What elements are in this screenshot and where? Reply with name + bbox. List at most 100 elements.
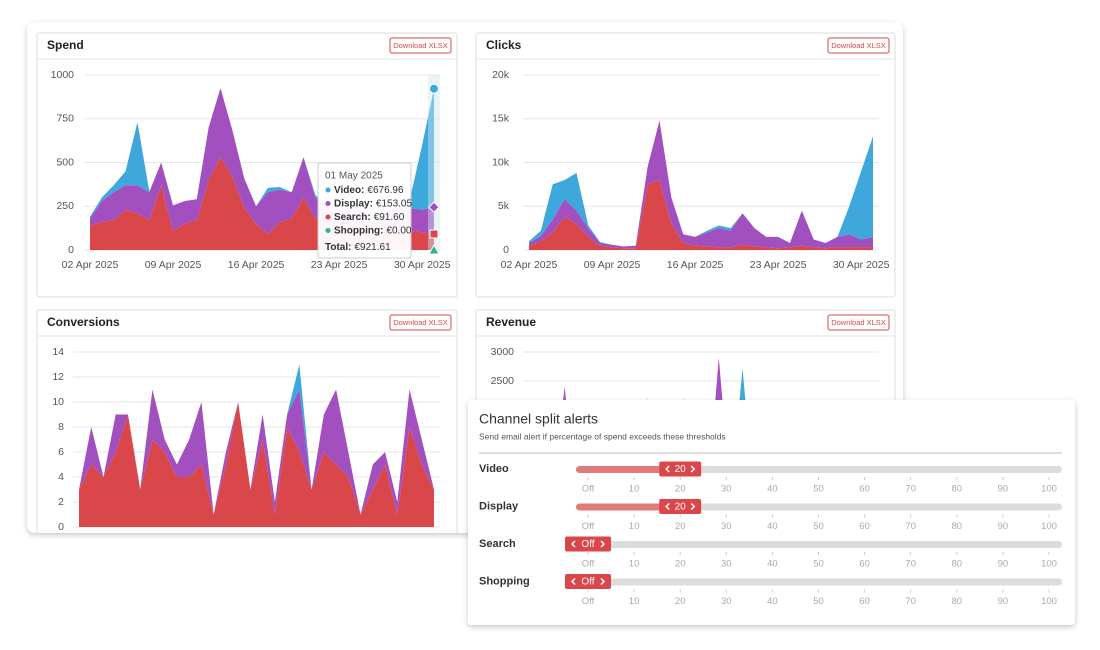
- area-series: [79, 389, 434, 515]
- tooltip-label: Video:: [334, 185, 364, 196]
- slider-scale-label: 100: [1041, 559, 1057, 570]
- slider-scale-label: 60: [859, 596, 870, 607]
- download-button-label[interactable]: Download XLSX: [831, 41, 886, 50]
- slider-knob[interactable]: [565, 574, 611, 589]
- slider-track[interactable]: [576, 541, 1062, 548]
- chevron-left: [570, 577, 576, 586]
- slider-knob[interactable]: [659, 461, 702, 477]
- y-tick-label: 15k: [492, 113, 510, 125]
- hover-band: [428, 75, 440, 250]
- legend-dot: [325, 228, 331, 233]
- chevron-right: [690, 465, 696, 473]
- slider-scale-label: 10: [629, 484, 640, 495]
- slider-scale-label: 10: [629, 521, 640, 532]
- slider-value: Off: [581, 577, 594, 588]
- slider-scale-label: 70: [905, 484, 916, 495]
- x-tick-label: 16 Apr 2025: [228, 259, 285, 271]
- panel-title: Conversions: [47, 315, 120, 329]
- y-tick-label: 10k: [492, 156, 510, 168]
- slider-scale-label: 50: [813, 559, 824, 570]
- x-tick-label: 16 Apr 2025: [667, 259, 724, 271]
- slider-scale-label: 20: [675, 521, 686, 532]
- legend-dot: [325, 187, 331, 193]
- download-button[interactable]: [389, 314, 452, 331]
- y-tick-label: 250: [56, 200, 74, 212]
- tooltip-value: €676.96: [367, 185, 404, 196]
- y-tick-label: 6: [58, 446, 64, 458]
- alert-label: Shopping: [479, 575, 530, 587]
- tooltip-total: Total: €921.61: [325, 242, 391, 253]
- slider-scale-label: 50: [813, 484, 824, 495]
- slider-scale-label: 70: [905, 559, 916, 570]
- y-tick-label: 0: [58, 521, 64, 533]
- tooltip-item: Search: €91.60: [334, 212, 405, 223]
- slider-scale-label: 70: [905, 596, 916, 607]
- tooltip-item: Video: €676.96: [334, 185, 404, 196]
- tooltip-total-value: €921.61: [354, 242, 391, 253]
- y-tick-label: 3000: [491, 346, 515, 358]
- area-series: [529, 120, 873, 247]
- slider-scale-label: 40: [767, 596, 778, 607]
- x-tick-label: 23 Apr 2025: [311, 259, 368, 271]
- alert-label: Search: [479, 538, 516, 550]
- alerts-title: Channel split alerts: [479, 411, 598, 427]
- chevron-left: [665, 502, 670, 511]
- slider-scale-label: 30: [721, 596, 732, 607]
- area-series: [529, 180, 873, 250]
- panel-title: Spend: [47, 38, 84, 52]
- x-tick-label: 09 Apr 2025: [584, 259, 641, 271]
- chevron-right: [690, 502, 696, 511]
- slider-track[interactable]: [576, 578, 1062, 586]
- slider-scale-label: 40: [767, 484, 778, 495]
- y-tick-label: 0: [503, 244, 509, 256]
- y-tick-label: 0: [68, 244, 74, 256]
- download-button-label[interactable]: Download XLSX: [393, 41, 448, 50]
- slider-scale-label: 100: [1041, 484, 1057, 495]
- chevron-right: [600, 540, 606, 548]
- alerts-subtitle: Send email alert if percentage of spend …: [479, 431, 726, 441]
- slider-value: 20: [675, 464, 687, 475]
- slider-knob[interactable]: [659, 499, 702, 514]
- y-tick-label: 2500: [491, 375, 515, 387]
- point-marker: [428, 201, 440, 213]
- alert-label: Display: [479, 500, 519, 512]
- slider-scale-label: 20: [675, 559, 686, 570]
- slider-scale-label: 60: [859, 559, 870, 570]
- download-button[interactable]: [389, 37, 452, 54]
- alert-label: Video: [479, 463, 509, 475]
- tooltip-label: Search:: [334, 212, 371, 223]
- slider-scale-label: Off: [582, 596, 595, 607]
- slider-fill: [576, 503, 681, 511]
- panel-title: Revenue: [486, 315, 536, 329]
- download-button[interactable]: [827, 314, 890, 331]
- slider-scale-label: 40: [767, 521, 778, 532]
- x-tick-label: 23 Apr 2025: [750, 259, 807, 271]
- chevron-left: [570, 540, 576, 548]
- y-tick-label: 1000: [51, 69, 75, 81]
- tooltip-label: Display:: [334, 198, 373, 209]
- slider-scale-label: 20: [675, 484, 686, 495]
- chevron-right: [600, 577, 606, 586]
- download-button-label[interactable]: Download XLSX: [831, 318, 886, 327]
- tooltip-value: €91.60: [374, 212, 405, 223]
- y-tick-label: 14: [52, 346, 64, 358]
- x-tick-label: 30 Apr 2025: [833, 259, 890, 271]
- alerts-card: [468, 400, 1075, 625]
- slider-scale-label: 100: [1041, 521, 1057, 532]
- download-button-label[interactable]: Download XLSX: [393, 318, 448, 327]
- legend-dot: [325, 214, 331, 220]
- slider-scale-label: 90: [998, 559, 1009, 570]
- y-tick-label: 2: [58, 496, 64, 508]
- slider-scale-label: 20: [675, 596, 686, 607]
- y-tick-label: 8: [58, 421, 64, 433]
- y-tick-label: 500: [56, 156, 74, 168]
- slider-scale-label: 90: [998, 596, 1009, 607]
- slider-knob[interactable]: [565, 536, 611, 552]
- slider-scale-label: 30: [721, 559, 732, 570]
- download-button[interactable]: [827, 37, 890, 54]
- slider-scale-label: 60: [859, 521, 870, 532]
- slider-scale-label: 30: [721, 521, 732, 532]
- point-marker: [429, 229, 439, 239]
- x-tick-label: 02 Apr 2025: [501, 259, 558, 271]
